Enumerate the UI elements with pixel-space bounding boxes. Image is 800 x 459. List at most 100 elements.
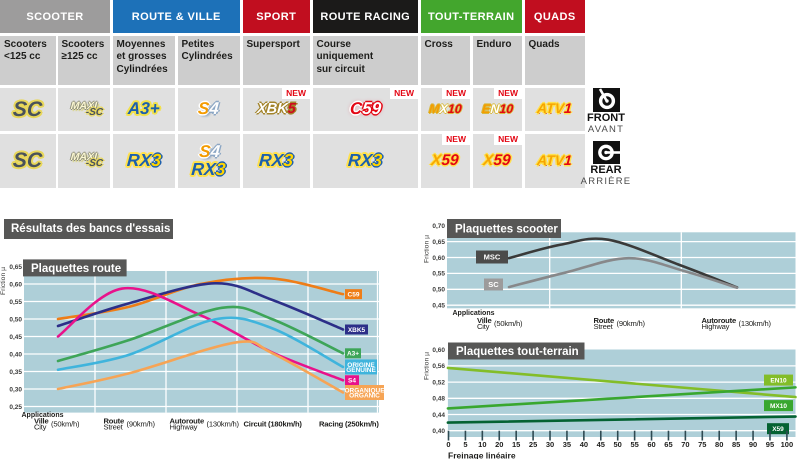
x-tick-label: 100: [781, 440, 794, 449]
y-tick-label: 0,60: [432, 255, 445, 262]
series-line-MX10: [446, 386, 797, 410]
rear-pad-cell: ATV1: [524, 133, 585, 188]
x-tick-label: 10: [478, 440, 486, 449]
x-cat-speed: (50km/h): [494, 319, 523, 328]
x-cat-label: Route: [104, 417, 125, 426]
y-tick-label: 0,45: [432, 303, 445, 310]
front-pad-cell: SC: [0, 88, 56, 131]
chart-title: Plaquettes tout-terrain: [456, 346, 579, 358]
x-cat-label: Route: [594, 316, 615, 325]
y-tick-label: 0,65: [9, 264, 22, 271]
series-tag-label: MSC: [484, 253, 501, 262]
y-tick-label: 0,70: [432, 223, 445, 230]
y-tick-label: 0,45: [9, 334, 22, 341]
chart-title-bar: [23, 259, 127, 277]
rear-pad-cell: RX3: [242, 133, 310, 188]
series-tag-label: C59: [348, 292, 360, 299]
x-cat-label2: City: [477, 322, 490, 331]
x-tick-label: 70: [681, 440, 689, 449]
series-tag-ORIGINE: [345, 359, 377, 375]
group-header-sport: SPORT: [242, 0, 310, 33]
front-pad-cell: EN10 NEW: [472, 88, 522, 131]
series-line-XBK5: [56, 281, 345, 331]
y-tick-label: 0,44: [432, 412, 445, 419]
group-header-tout-terrain: TOUT-TERRAIN: [420, 0, 522, 33]
x-cat-label: Autoroute: [170, 417, 204, 426]
series-line-X59: [446, 415, 797, 424]
series-tag-label: ORGANIC: [349, 392, 380, 399]
series-tag-label: SC: [488, 280, 499, 289]
x-cat-speed: (90km/h): [617, 319, 646, 328]
y-axis-title: Friction µ: [424, 235, 431, 263]
x-tick-label: 85: [732, 440, 740, 449]
y-tick-label: 0,55: [9, 299, 22, 306]
chart-scooter: MSC SC 0,70 0,65 0,60 0,55 0,50 0,45 Friction µ A…: [424, 219, 796, 331]
y-tick-label: 0,55: [432, 271, 445, 278]
x-cat-label: Autoroute: [702, 316, 736, 325]
new-badge: NEW: [442, 133, 470, 145]
series-tag-X59: [767, 423, 789, 435]
series-tag-SC: [484, 278, 503, 291]
rear-pad-cell: MAXI -SC: [57, 133, 110, 188]
front-marker: [593, 88, 620, 118]
series-tag-ORGANIQUE: [345, 385, 384, 400]
x-tick-label: 0: [446, 440, 450, 449]
x-tick-label: 40: [580, 440, 588, 449]
x-axis-title: Freinage linéaire: [448, 451, 516, 459]
rear-sublabel: ARRIÈRE: [580, 175, 632, 187]
series-line-EN10: [446, 366, 797, 399]
column-subheader: Enduro: [472, 35, 522, 85]
new-badge: NEW: [390, 88, 418, 99]
x-tick-label: 95: [766, 440, 774, 449]
rear-label: REAR: [590, 164, 622, 176]
series-tag-C59: [345, 289, 362, 300]
rear-pad-cell: RX3: [312, 133, 418, 188]
front-pad-cell: MX10 NEW: [420, 88, 470, 131]
series-tag-MX10: [764, 400, 793, 412]
front-pad-cell: C59 NEW: [312, 88, 418, 131]
x-tick-label: 65: [664, 440, 672, 449]
chart-title-bar: [447, 219, 561, 238]
x-tick-label: 30: [546, 440, 554, 449]
y-tick-label: 0,50: [9, 316, 22, 323]
new-badge: NEW: [442, 88, 470, 99]
x-tick-label: 90: [749, 440, 757, 449]
rear-pad-cell: X59 NEW: [420, 133, 470, 188]
series-tag-EN10: [764, 374, 793, 386]
chart-title: Plaquettes route: [31, 263, 121, 275]
x-cat-label: Racing (250km/h): [319, 420, 379, 429]
y-axis-title: Friction µ: [424, 352, 431, 380]
x-cat-speed: (50km/h): [51, 420, 80, 429]
chart-title: Plaquettes scooter: [455, 224, 558, 236]
series-tag-label: XBK5: [348, 327, 366, 334]
x-cat-label2: Street: [104, 423, 124, 432]
series-line-S4: [56, 286, 345, 382]
series-tag-label: ORGANIQUE: [344, 387, 385, 394]
chart-title-bar: [448, 342, 585, 360]
x-tick-label: 75: [698, 440, 706, 449]
group-header-scooter: SCOOTER: [0, 0, 110, 33]
column-subheader: Course uniquement sur circuit: [312, 35, 418, 85]
x-cat-label: Ville: [477, 316, 491, 325]
y-tick-label: 0,40: [9, 351, 22, 358]
x-tick-label: 80: [715, 440, 723, 449]
column-subheader: Moyennes et grosses Cylindrées: [112, 35, 175, 85]
y-axis-title: Friction µ: [0, 267, 7, 295]
x-tick-label: 55: [630, 440, 638, 449]
y-tick-label: 0,30: [9, 386, 22, 393]
group-header-route-ville: ROUTE & VILLE: [112, 0, 240, 33]
series-tag-XBK5: [345, 324, 368, 335]
front-disc-icon: [593, 88, 620, 112]
series-tag-label: GENUINE: [346, 367, 376, 374]
y-tick-label: 0,40: [432, 428, 445, 435]
rear-disc-icon: [593, 140, 620, 164]
column-subheader: Quads: [524, 35, 585, 85]
x-cat-speed: (130km/h): [738, 319, 771, 328]
rear-pad-cell: RX3: [112, 133, 175, 188]
x-cat-label2: City: [34, 423, 47, 432]
new-badge: NEW: [494, 88, 522, 99]
x-tick-label: 20: [495, 440, 503, 449]
new-badge: NEW: [494, 133, 522, 145]
